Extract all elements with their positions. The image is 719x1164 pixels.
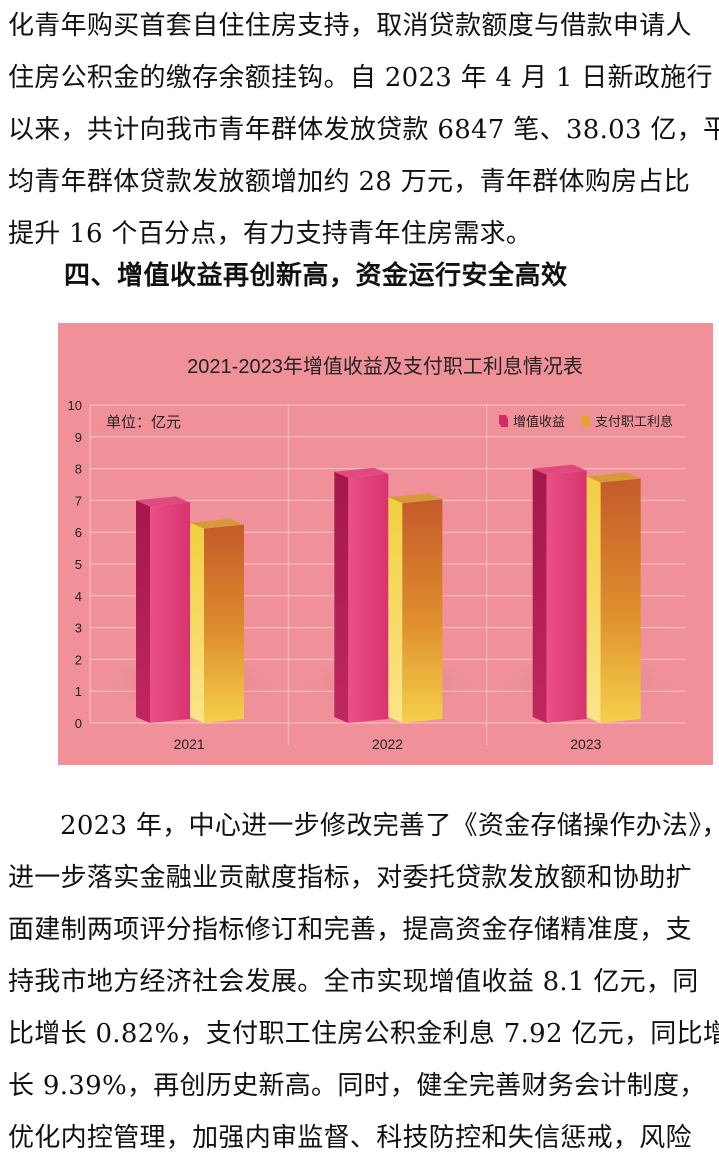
y-tick-label: 5 xyxy=(75,557,82,572)
y-tick-label: 4 xyxy=(75,589,82,604)
paragraph-line: 进一步落实金融业贡献度指标，对委托贷款发放额和协助扩 xyxy=(8,863,692,893)
paragraph-line: 长 9.39%，再创历史新高。同时，健全完善财务会计制度， xyxy=(8,1071,706,1101)
y-tick-label: 9 xyxy=(75,430,82,445)
x-tick-label: 2023 xyxy=(570,736,601,752)
paragraph-line: 优化内控管理，加强内审监督、科技防控和失信惩戒，风险 xyxy=(8,1123,692,1153)
legend-label-series2: 支付职工利息 xyxy=(595,414,673,429)
top-paragraph: 化青年购买首套自住住房支持，取消贷款额度与借款申请人 住房公积金的缴存余额挂钩。… xyxy=(0,0,719,260)
x-tick-label: 2022 xyxy=(372,736,403,752)
bar-interest xyxy=(600,478,641,723)
bar-interest-top xyxy=(586,472,641,483)
paragraph-line: 2023 年，中心进一步修改完善了《资金存储操作办法》， xyxy=(60,811,719,841)
chart-title: 2021-2023年增值收益及支付职工利息情况表 xyxy=(187,355,583,378)
legend-swatch-series1 xyxy=(499,415,508,427)
bar-interest-side xyxy=(586,476,601,723)
bar-interest-side xyxy=(190,522,204,723)
bar-increment-top xyxy=(334,467,389,478)
bar-increment-top xyxy=(136,496,190,507)
y-tick-label: 6 xyxy=(75,525,82,540)
bar-increment xyxy=(150,502,190,723)
bar-interest-top xyxy=(190,518,244,529)
y-tick-label: 1 xyxy=(75,684,82,699)
paragraph-line: 化青年购买首套自住住房支持，取消贷款额度与借款申请人 xyxy=(8,11,692,41)
bar-increment-side xyxy=(334,471,349,723)
bar-increment-side xyxy=(532,468,547,723)
y-tick-label: 8 xyxy=(75,462,82,477)
y-tick-label: 7 xyxy=(75,493,82,508)
x-tick-label: 2021 xyxy=(174,736,205,752)
paragraph-line: 比增长 0.82%，支付职工住房公积金利息 7.92 亿元，同比增 xyxy=(8,1019,719,1049)
legend-label-series1: 增值收益 xyxy=(513,414,565,429)
bar-increment-side xyxy=(136,500,150,723)
paragraph-line: 以来，共计向我市青年群体发放贷款 6847 笔、38.03 亿，平 xyxy=(8,115,719,145)
bar-increment xyxy=(546,470,587,723)
bar-increment-top xyxy=(532,464,587,475)
legend-swatch-series2 xyxy=(581,415,590,427)
section-heading: 四、增值收益再创新高，资金运行安全高效 xyxy=(64,261,568,291)
y-tick-label: 2 xyxy=(75,652,82,667)
bar-interest xyxy=(402,499,443,723)
paragraph-line: 持我市地方经济社会发展。全市实现增值收益 8.1 亿元，同 xyxy=(8,967,699,997)
paragraph-line: 提升 16 个百分点，有力支持青年住房需求。 xyxy=(8,219,533,249)
legend: 增值收益 支付职工利息 xyxy=(499,414,673,429)
bar-interest xyxy=(204,524,244,723)
bar-interest-side xyxy=(388,497,403,723)
bar-increment xyxy=(348,473,389,723)
y-tick-label: 0 xyxy=(75,716,82,731)
paragraph-line: 面建制两项评分指标修订和完善，提高资金存储精准度，支 xyxy=(8,915,692,945)
paragraph-line: 均青年群体贷款发放额增加约 28 万元，青年群体购房占比 xyxy=(8,167,691,197)
y-tick-label: 3 xyxy=(75,621,82,636)
bar-chart: 2021-2023年增值收益及支付职工利息情况表 0 1 2 3 4 5 6 7 8 9 10 20… xyxy=(58,323,713,765)
chart-container: 2021-2023年增值收益及支付职工利息情况表 0 1 2 3 4 5 6 7 8 9 10 20… xyxy=(58,323,713,765)
y-tick-label: 10 xyxy=(68,398,82,413)
paragraph-line: 住房公积金的缴存余额挂钩。自 2023 年 4 月 1 日新政施行 xyxy=(8,63,713,93)
bottom-paragraph: 2023 年，中心进一步修改完善了《资金存储操作办法》， 进一步落实金融业贡献度… xyxy=(0,800,719,1164)
bar-interest-top xyxy=(388,493,443,504)
unit-label: 单位：亿元 xyxy=(106,414,181,431)
